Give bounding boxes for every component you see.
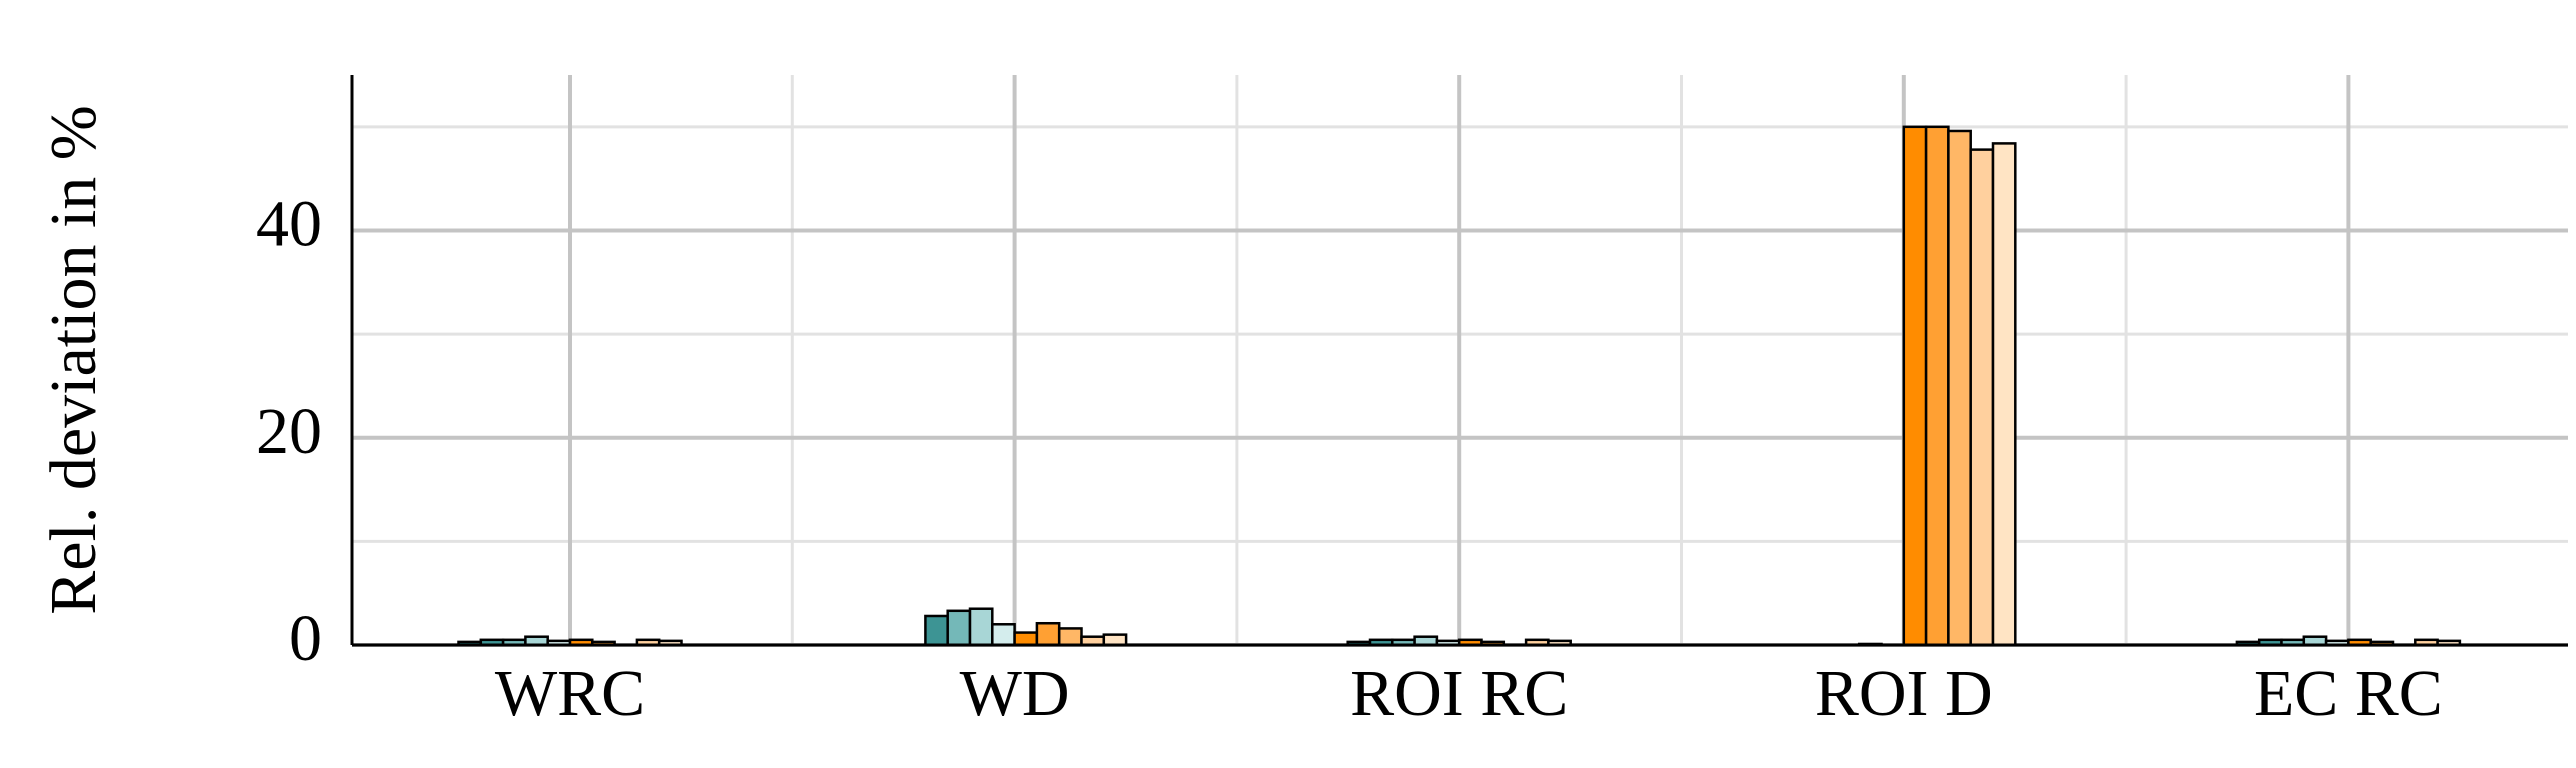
bar bbox=[1102, 633, 1128, 647]
bar bbox=[946, 609, 972, 647]
y-tick-label: 0 bbox=[289, 602, 322, 675]
bar bbox=[1991, 142, 2017, 647]
bar bbox=[991, 623, 1016, 647]
bar bbox=[1057, 627, 1083, 647]
bar bbox=[924, 614, 949, 647]
bar bbox=[1035, 621, 1061, 647]
y-axis-label: Rel. deviation in % bbox=[37, 105, 110, 615]
x-tick-label: ROI RC bbox=[1350, 657, 1568, 730]
x-tick-label: WD bbox=[960, 657, 1070, 730]
y-tick-label: 40 bbox=[256, 188, 322, 261]
bar bbox=[1013, 631, 1039, 647]
bar bbox=[968, 607, 994, 647]
bar bbox=[1947, 129, 1972, 647]
bar bbox=[1924, 125, 1950, 647]
x-tick-label: ROI D bbox=[1815, 657, 1993, 730]
x-tick-label: EC RC bbox=[2254, 657, 2443, 730]
bar bbox=[1902, 125, 1928, 647]
x-tick-label: WRC bbox=[495, 657, 645, 730]
bar bbox=[1969, 148, 1995, 647]
y-tick-label: 20 bbox=[256, 395, 322, 468]
